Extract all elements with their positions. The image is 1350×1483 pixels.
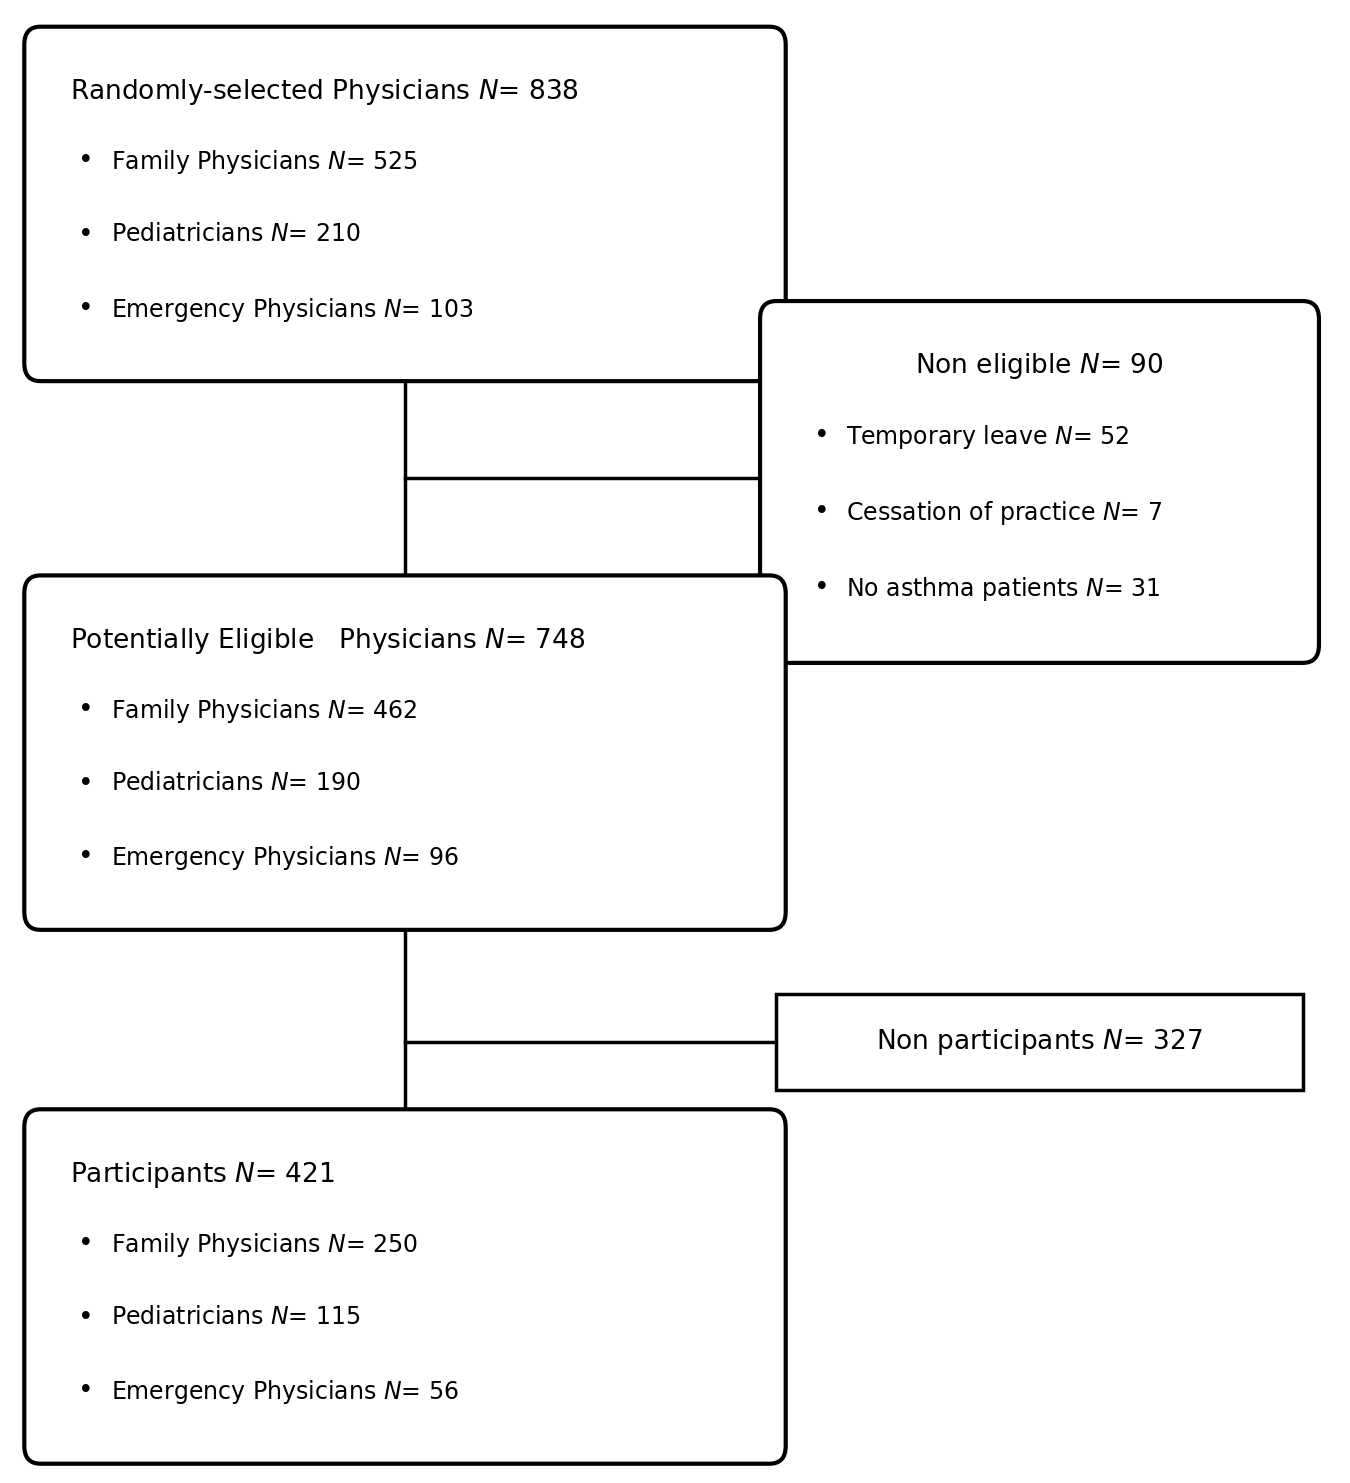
Text: •: • <box>78 697 94 724</box>
Text: Family Physicians $\mathit{N}$= 250: Family Physicians $\mathit{N}$= 250 <box>111 1231 417 1259</box>
Text: •: • <box>78 771 94 796</box>
Text: Emergency Physicians $\mathit{N}$= 96: Emergency Physicians $\mathit{N}$= 96 <box>111 844 458 872</box>
Text: Cessation of practice $\mathit{N}$= 7: Cessation of practice $\mathit{N}$= 7 <box>846 498 1162 526</box>
Text: Temporary leave $\mathit{N}$= 52: Temporary leave $\mathit{N}$= 52 <box>846 423 1130 451</box>
Text: Pediatricians $\mathit{N}$= 210: Pediatricians $\mathit{N}$= 210 <box>111 222 360 246</box>
Text: •: • <box>78 222 94 248</box>
FancyBboxPatch shape <box>24 27 786 381</box>
Text: •: • <box>814 575 830 601</box>
Text: •: • <box>78 295 94 322</box>
Text: •: • <box>78 148 94 175</box>
FancyBboxPatch shape <box>760 301 1319 663</box>
Text: Participants $\mathit{N}$= 421: Participants $\mathit{N}$= 421 <box>70 1160 335 1189</box>
Text: Emergency Physicians $\mathit{N}$= 56: Emergency Physicians $\mathit{N}$= 56 <box>111 1378 458 1406</box>
Text: •: • <box>78 1378 94 1404</box>
Text: •: • <box>78 1231 94 1258</box>
Text: •: • <box>78 1305 94 1330</box>
Text: •: • <box>814 423 830 449</box>
Text: •: • <box>78 844 94 871</box>
Text: Pediatricians $\mathit{N}$= 190: Pediatricians $\mathit{N}$= 190 <box>111 771 360 795</box>
Text: •: • <box>814 498 830 525</box>
FancyBboxPatch shape <box>24 575 786 930</box>
Text: Emergency Physicians $\mathit{N}$= 103: Emergency Physicians $\mathit{N}$= 103 <box>111 295 472 323</box>
Text: Family Physicians $\mathit{N}$= 525: Family Physicians $\mathit{N}$= 525 <box>111 148 417 176</box>
Text: Family Physicians $\mathit{N}$= 462: Family Physicians $\mathit{N}$= 462 <box>111 697 417 725</box>
FancyBboxPatch shape <box>776 994 1303 1090</box>
Text: No asthma patients $\mathit{N}$= 31: No asthma patients $\mathit{N}$= 31 <box>846 575 1161 604</box>
Text: Non participants $\mathit{N}$= 327: Non participants $\mathit{N}$= 327 <box>876 1026 1203 1057</box>
FancyBboxPatch shape <box>24 1109 786 1464</box>
Text: Potentially Eligible   Physicians $\mathit{N}$= 748: Potentially Eligible Physicians $\mathit… <box>70 626 586 655</box>
Text: Non eligible $\mathit{N}$= 90: Non eligible $\mathit{N}$= 90 <box>915 351 1164 381</box>
Text: Randomly-selected Physicians $\mathit{N}$= 838: Randomly-selected Physicians $\mathit{N}… <box>70 77 579 107</box>
Text: Pediatricians $\mathit{N}$= 115: Pediatricians $\mathit{N}$= 115 <box>111 1305 360 1329</box>
